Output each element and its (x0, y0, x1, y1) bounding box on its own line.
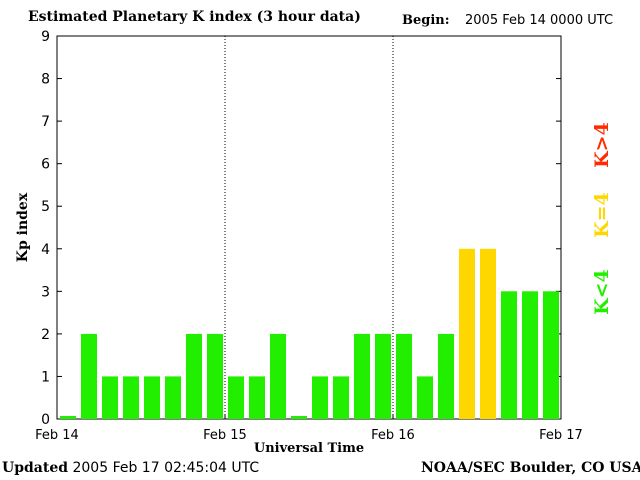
legend-item: K<4 (591, 269, 613, 315)
credit-text: NOAA/SEC Boulder, CO USA (421, 460, 640, 476)
y-tick-label: 5 (41, 199, 50, 215)
kp-bar (501, 291, 517, 419)
y-axis-title: Kp index (15, 192, 31, 262)
legend-item: K>4 (591, 122, 613, 168)
kp-bar (312, 376, 328, 419)
kp-bar (417, 376, 433, 419)
kp-bar (438, 333, 454, 419)
kp-bar (102, 376, 118, 419)
y-tick-label: 2 (41, 327, 50, 343)
y-tick-label: 8 (41, 72, 50, 88)
kp-bar (207, 333, 223, 419)
kp-bar (123, 376, 139, 419)
kp-bar (354, 333, 370, 419)
kp-bar (396, 333, 412, 419)
y-tick-label: 9 (41, 29, 50, 45)
kp-bar (81, 333, 97, 419)
kp-bar (144, 376, 160, 419)
x-tick-label: Feb 16 (371, 428, 415, 443)
begin-label: Begin: (402, 13, 450, 28)
kp-bar (270, 333, 286, 419)
chart-title: Estimated Planetary K index (3 hour data… (28, 9, 361, 25)
kp-bar (60, 416, 76, 419)
x-tick-label: Feb 14 (35, 428, 79, 443)
plot-frame (56, 35, 562, 420)
y-tick-label: 7 (41, 114, 50, 130)
x-tick-label: Feb 17 (539, 428, 583, 443)
legend-item: K=4 (591, 192, 613, 238)
updated-label: Updated (2, 460, 69, 476)
x-axis-title: Universal Time (254, 441, 364, 456)
kp-bar (186, 333, 202, 419)
updated-value: 2005 Feb 17 02:45:04 UTC (72, 460, 260, 476)
y-tick-label: 4 (41, 242, 50, 258)
kp-bar (249, 376, 265, 419)
kp-bar (333, 376, 349, 419)
kp-bar (165, 376, 181, 419)
y-tick-label: 1 (41, 369, 50, 385)
kp-bar (228, 376, 244, 419)
kp-bar (480, 248, 496, 419)
kp-bar (375, 333, 391, 419)
kp-bar (291, 416, 307, 419)
x-tick-label: Feb 15 (203, 428, 247, 443)
updated-timestamp: Updated 2005 Feb 17 02:45:04 UTC (2, 460, 259, 476)
kp-bar (543, 291, 559, 419)
y-tick-label: 6 (41, 157, 50, 173)
y-tick-label: 3 (41, 284, 50, 300)
kp-bar (522, 291, 538, 419)
kp-bar (459, 248, 475, 419)
y-tick-label: 0 (41, 412, 50, 428)
begin-date: 2005 Feb 14 0000 UTC (465, 13, 614, 28)
